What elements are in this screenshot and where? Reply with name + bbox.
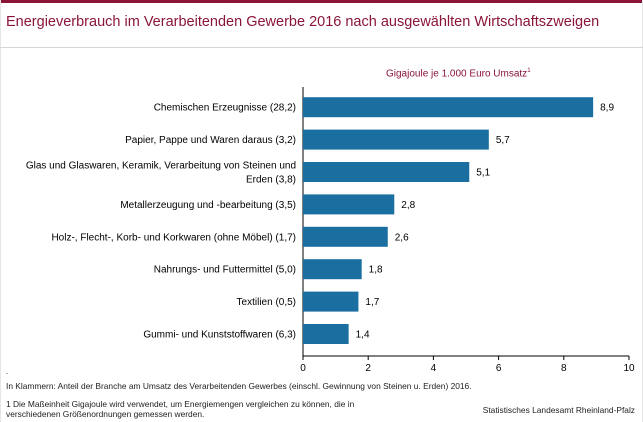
x-tick-label: 10 <box>623 363 635 374</box>
x-tick-label: 4 <box>431 363 437 374</box>
bar <box>303 226 388 247</box>
left-border <box>0 0 1 422</box>
category-label: Textilien (0,5) <box>237 297 296 308</box>
data-label: 5,1 <box>476 168 490 179</box>
bar <box>303 97 594 118</box>
data-label: 2,6 <box>395 232 409 243</box>
top-accent-rule <box>0 0 643 3</box>
category-label: Glas und Glaswaren, Keramik, Verarbeitun… <box>26 161 296 172</box>
category-label: Chemischen Erzeugnisse (28,2) <box>154 103 296 114</box>
footnote-line-1: 1 Die Maßeinheit Gigajoule wird verwende… <box>6 399 355 409</box>
data-label: 1,7 <box>365 297 379 308</box>
data-label: 8,9 <box>600 103 614 114</box>
footnote-line-2: verschiedenen Größenordnungen gemessen w… <box>6 409 205 419</box>
category-label: Papier, Pappe und Waren daraus (3,2) <box>125 135 296 146</box>
unit-label-text: Gigajoule je 1.000 Euro Umsatz <box>386 68 528 80</box>
note-marker: . <box>6 367 9 376</box>
bar <box>303 129 489 150</box>
unit-footnote-marker: 1 <box>527 68 531 74</box>
category-label: Gummi- und Kunststoffwaren (6,3) <box>143 330 296 341</box>
note-klammern: In Klammern: Anteil der Branche am Umsat… <box>6 381 472 391</box>
category-label: Erden (3,8) <box>246 175 296 186</box>
source-label: Statistisches Landesamt Rheinland-Pfalz <box>482 405 635 415</box>
bar <box>303 162 470 182</box>
title-divider <box>0 47 643 48</box>
data-label: 1,8 <box>369 265 383 276</box>
bar <box>303 194 395 215</box>
x-tick-label: 2 <box>365 363 371 374</box>
x-tick-label: 6 <box>496 363 502 374</box>
category-label: Holz-, Flecht-, Korb- und Korkwaren (ohn… <box>51 232 296 243</box>
category-label: Nahrungs- und Futtermittel (5,0) <box>154 265 296 276</box>
x-tick-label: 8 <box>561 363 567 374</box>
chart-title: Energieverbrauch im Verarbeitenden Gewer… <box>6 14 600 30</box>
bar <box>303 324 349 344</box>
data-label: 2,8 <box>401 200 415 211</box>
bar <box>303 291 359 312</box>
data-label: 1,4 <box>356 330 370 341</box>
unit-label: Gigajoule je 1.000 Euro Umsatz1 <box>386 68 531 79</box>
bar <box>303 259 362 280</box>
x-tick-label: 0 <box>300 363 306 374</box>
data-label: 5,7 <box>496 135 510 146</box>
category-label: Metallerzeugung und -bearbeitung (3,5) <box>120 200 296 211</box>
